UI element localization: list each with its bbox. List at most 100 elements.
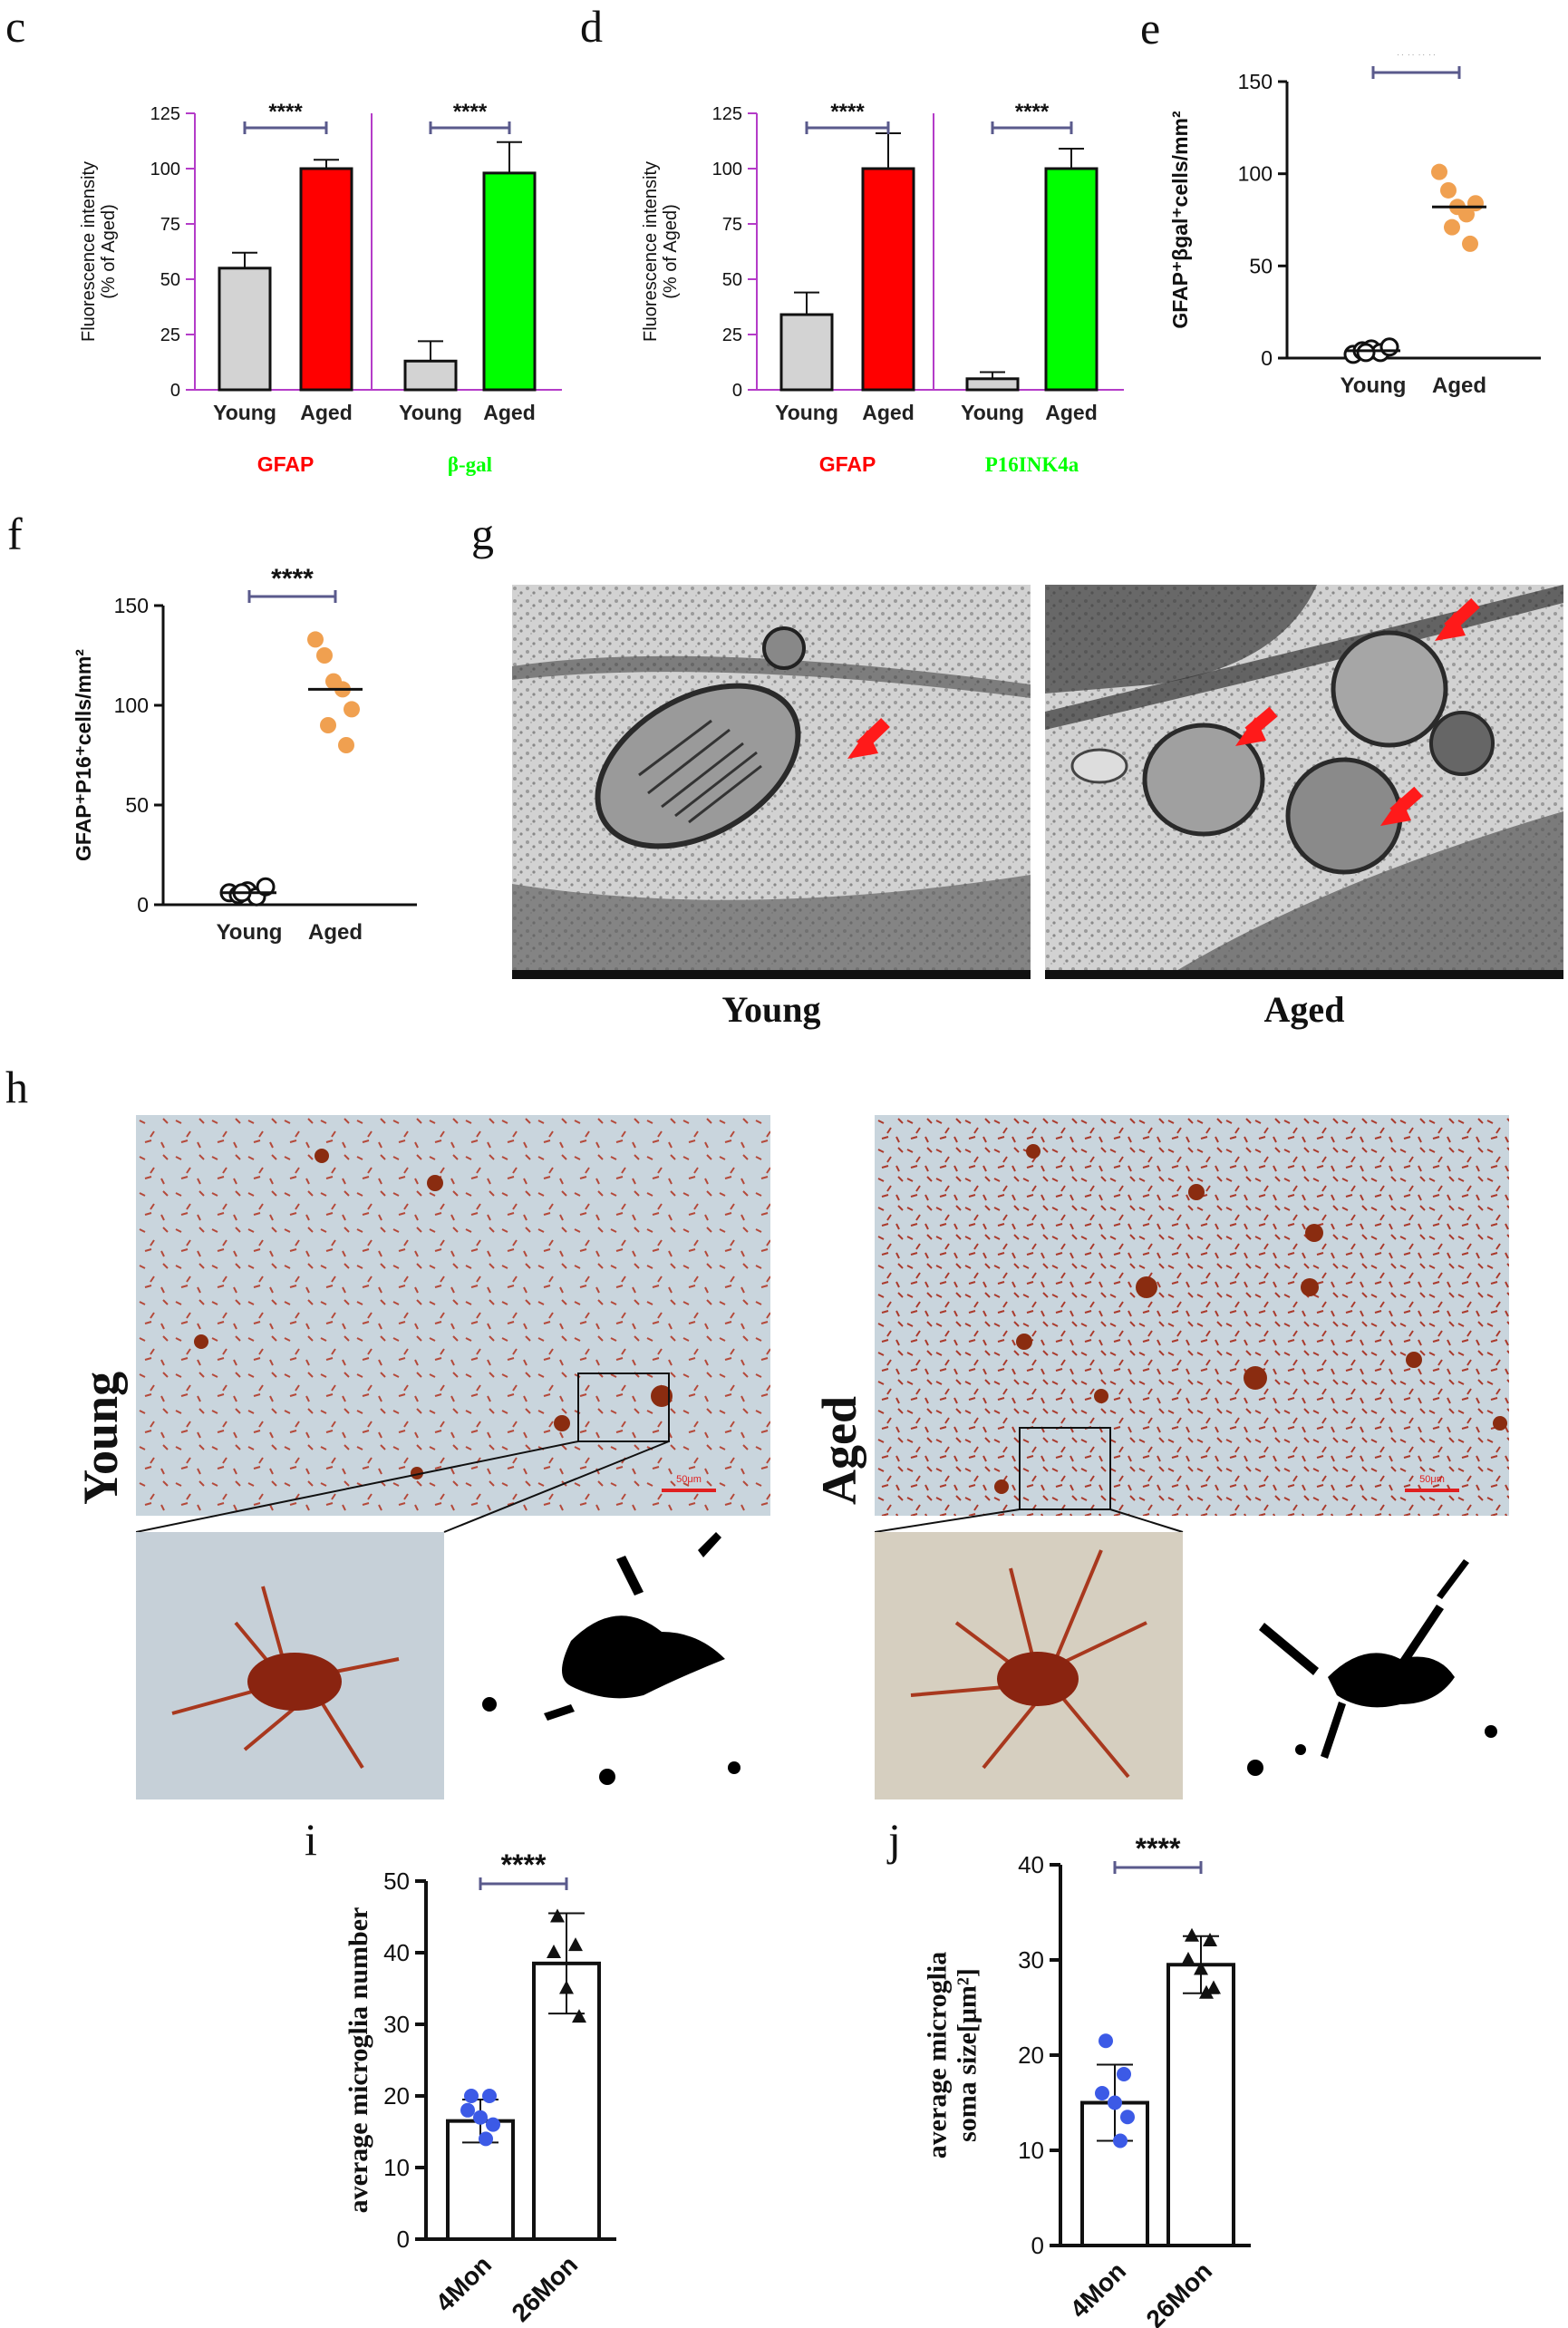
data-point: [1444, 218, 1460, 236]
y-tick-label: 100: [150, 160, 180, 179]
data-point: [479, 2131, 493, 2147]
x-tick-label: Aged: [862, 401, 915, 424]
x-tick-label: 26Mon: [507, 2250, 584, 2327]
data-point: [473, 2110, 488, 2125]
y-tick-label: 0: [732, 381, 742, 401]
y-tick-label: 25: [722, 325, 742, 345]
panel-label-d: d: [580, 1, 603, 52]
y-tick-label: 75: [722, 215, 742, 235]
em-caption-young: Young: [721, 989, 821, 1030]
data-point: [1181, 1952, 1195, 1965]
x-tick-label: Aged: [300, 401, 353, 424]
y-tick-label: 150: [1238, 70, 1273, 93]
y-axis-label: Fluorescence intensity(% of Aged): [641, 161, 681, 342]
y-tick-label: 25: [160, 325, 180, 345]
y-axis-label: Fluorescence intensity(% of Aged): [79, 161, 119, 342]
data-point: [482, 2089, 497, 2103]
y-axis-label: GFAP⁺P16⁺cells/mm²: [72, 649, 95, 861]
y-tick-label: 100: [712, 160, 742, 179]
significance-stars: ****: [1136, 1832, 1181, 1865]
data-point: [1440, 181, 1457, 199]
data-point: [1379, 337, 1399, 357]
chart-e-gfap-bgal-cells: 0 50 100 150 GFAP⁺βgal⁺cells/mm² Young Aged ***…: [1168, 54, 1541, 398]
y-tick-label: 20: [1018, 2042, 1044, 2069]
y-tick-label: 50: [1249, 254, 1273, 277]
x-tick-label: Aged: [1045, 401, 1098, 424]
chart-i-microglia-number: 0 10 20 30 40 50 average microglia number 4Mon 2…: [344, 1849, 616, 2327]
em-image-aged: [1045, 585, 1563, 979]
y-tick-label: 100: [114, 694, 149, 717]
significance-stars: ****: [501, 1849, 547, 1881]
x-tick-label: Aged: [1432, 373, 1486, 398]
panel-label-e: e: [1140, 3, 1161, 53]
y-tick-label: 0: [170, 381, 180, 401]
group-label: GFAP: [257, 452, 315, 476]
em-caption-aged: Aged: [1263, 989, 1345, 1030]
bar: [965, 377, 1020, 392]
panel-label-f: f: [7, 509, 23, 559]
h-label-young: Young: [73, 1371, 128, 1505]
significance-stars: ****: [271, 564, 314, 594]
data-point: [568, 1937, 583, 1952]
y-tick-label: 40: [383, 1939, 410, 1966]
data-point: [316, 647, 333, 664]
panel-label-c: c: [5, 1, 26, 52]
y-tick-label: 0: [137, 893, 149, 917]
data-point: [344, 701, 360, 718]
y-tick-label: 125: [712, 104, 742, 124]
bar: [218, 267, 272, 392]
y-tick-label: 150: [114, 594, 149, 617]
y-tick-label: 10: [383, 2154, 410, 2181]
microglia-image-young: 50μm: [136, 1115, 770, 1799]
significance-stars: ****: [453, 100, 488, 124]
data-point: [1199, 1984, 1214, 1999]
data-point: [1117, 2067, 1131, 2081]
y-tick-label: 50: [722, 270, 742, 290]
x-tick-label: Young: [775, 401, 838, 424]
data-point: [464, 2089, 479, 2103]
x-tick-label: Aged: [483, 401, 536, 424]
bar: [299, 167, 353, 392]
data-point: [1356, 343, 1376, 363]
panel-label-h: h: [5, 1062, 28, 1112]
y-tick-label: 30: [1018, 1946, 1044, 1974]
h-label-aged: Aged: [812, 1396, 866, 1505]
panel-label-j: j: [888, 1814, 901, 1865]
data-point: [547, 1945, 561, 1958]
bar: [1166, 1963, 1235, 2247]
bar: [861, 167, 915, 392]
data-point: [1099, 2033, 1113, 2049]
bar: [403, 359, 458, 392]
y-axis-label: GFAP⁺βgal⁺cells/mm²: [1168, 111, 1192, 329]
panel-label-g: g: [471, 509, 494, 559]
scale-bar-label-aged: 50μm: [1419, 1474, 1445, 1485]
y-tick-label: 100: [1238, 162, 1273, 186]
significance-stars: ****: [1015, 100, 1050, 124]
data-point: [550, 1908, 565, 1923]
chart-j-microglia-soma-size: 0 10 20 30 40 average microgliasoma size[μm²]…: [923, 1832, 1251, 2328]
y-tick-label: 75: [160, 215, 180, 235]
y-tick-label: 50: [383, 1867, 410, 1895]
y-axis-label: average microglia number: [344, 1907, 373, 2214]
chart-f-gfap-p16-cells: 0 50 100 150 GFAP⁺P16⁺cells/mm² Young Aged ****: [72, 564, 417, 945]
scale-bar-label-young: 50μm: [676, 1474, 702, 1485]
data-point: [256, 877, 276, 897]
y-tick-label: 0: [397, 2226, 410, 2253]
x-tick-label: Aged: [308, 920, 363, 945]
data-point: [1431, 163, 1447, 180]
data-point: [1203, 1933, 1217, 1946]
x-tick-label: Young: [217, 920, 283, 945]
data-point: [572, 2009, 586, 2023]
y-tick-label: 20: [383, 2082, 410, 2110]
significance-stars: ****: [830, 100, 865, 124]
data-point: [1206, 1980, 1221, 1994]
x-tick-label: Young: [961, 401, 1024, 424]
data-point: [1108, 2095, 1122, 2110]
y-tick-label: 40: [1018, 1851, 1044, 1878]
group-label: P16INK4a: [985, 453, 1079, 476]
x-tick-label: Young: [399, 401, 462, 424]
data-point: [338, 737, 354, 753]
data-point: [1185, 1927, 1199, 1942]
x-tick-label: Young: [213, 401, 276, 424]
data-point: [320, 717, 336, 733]
